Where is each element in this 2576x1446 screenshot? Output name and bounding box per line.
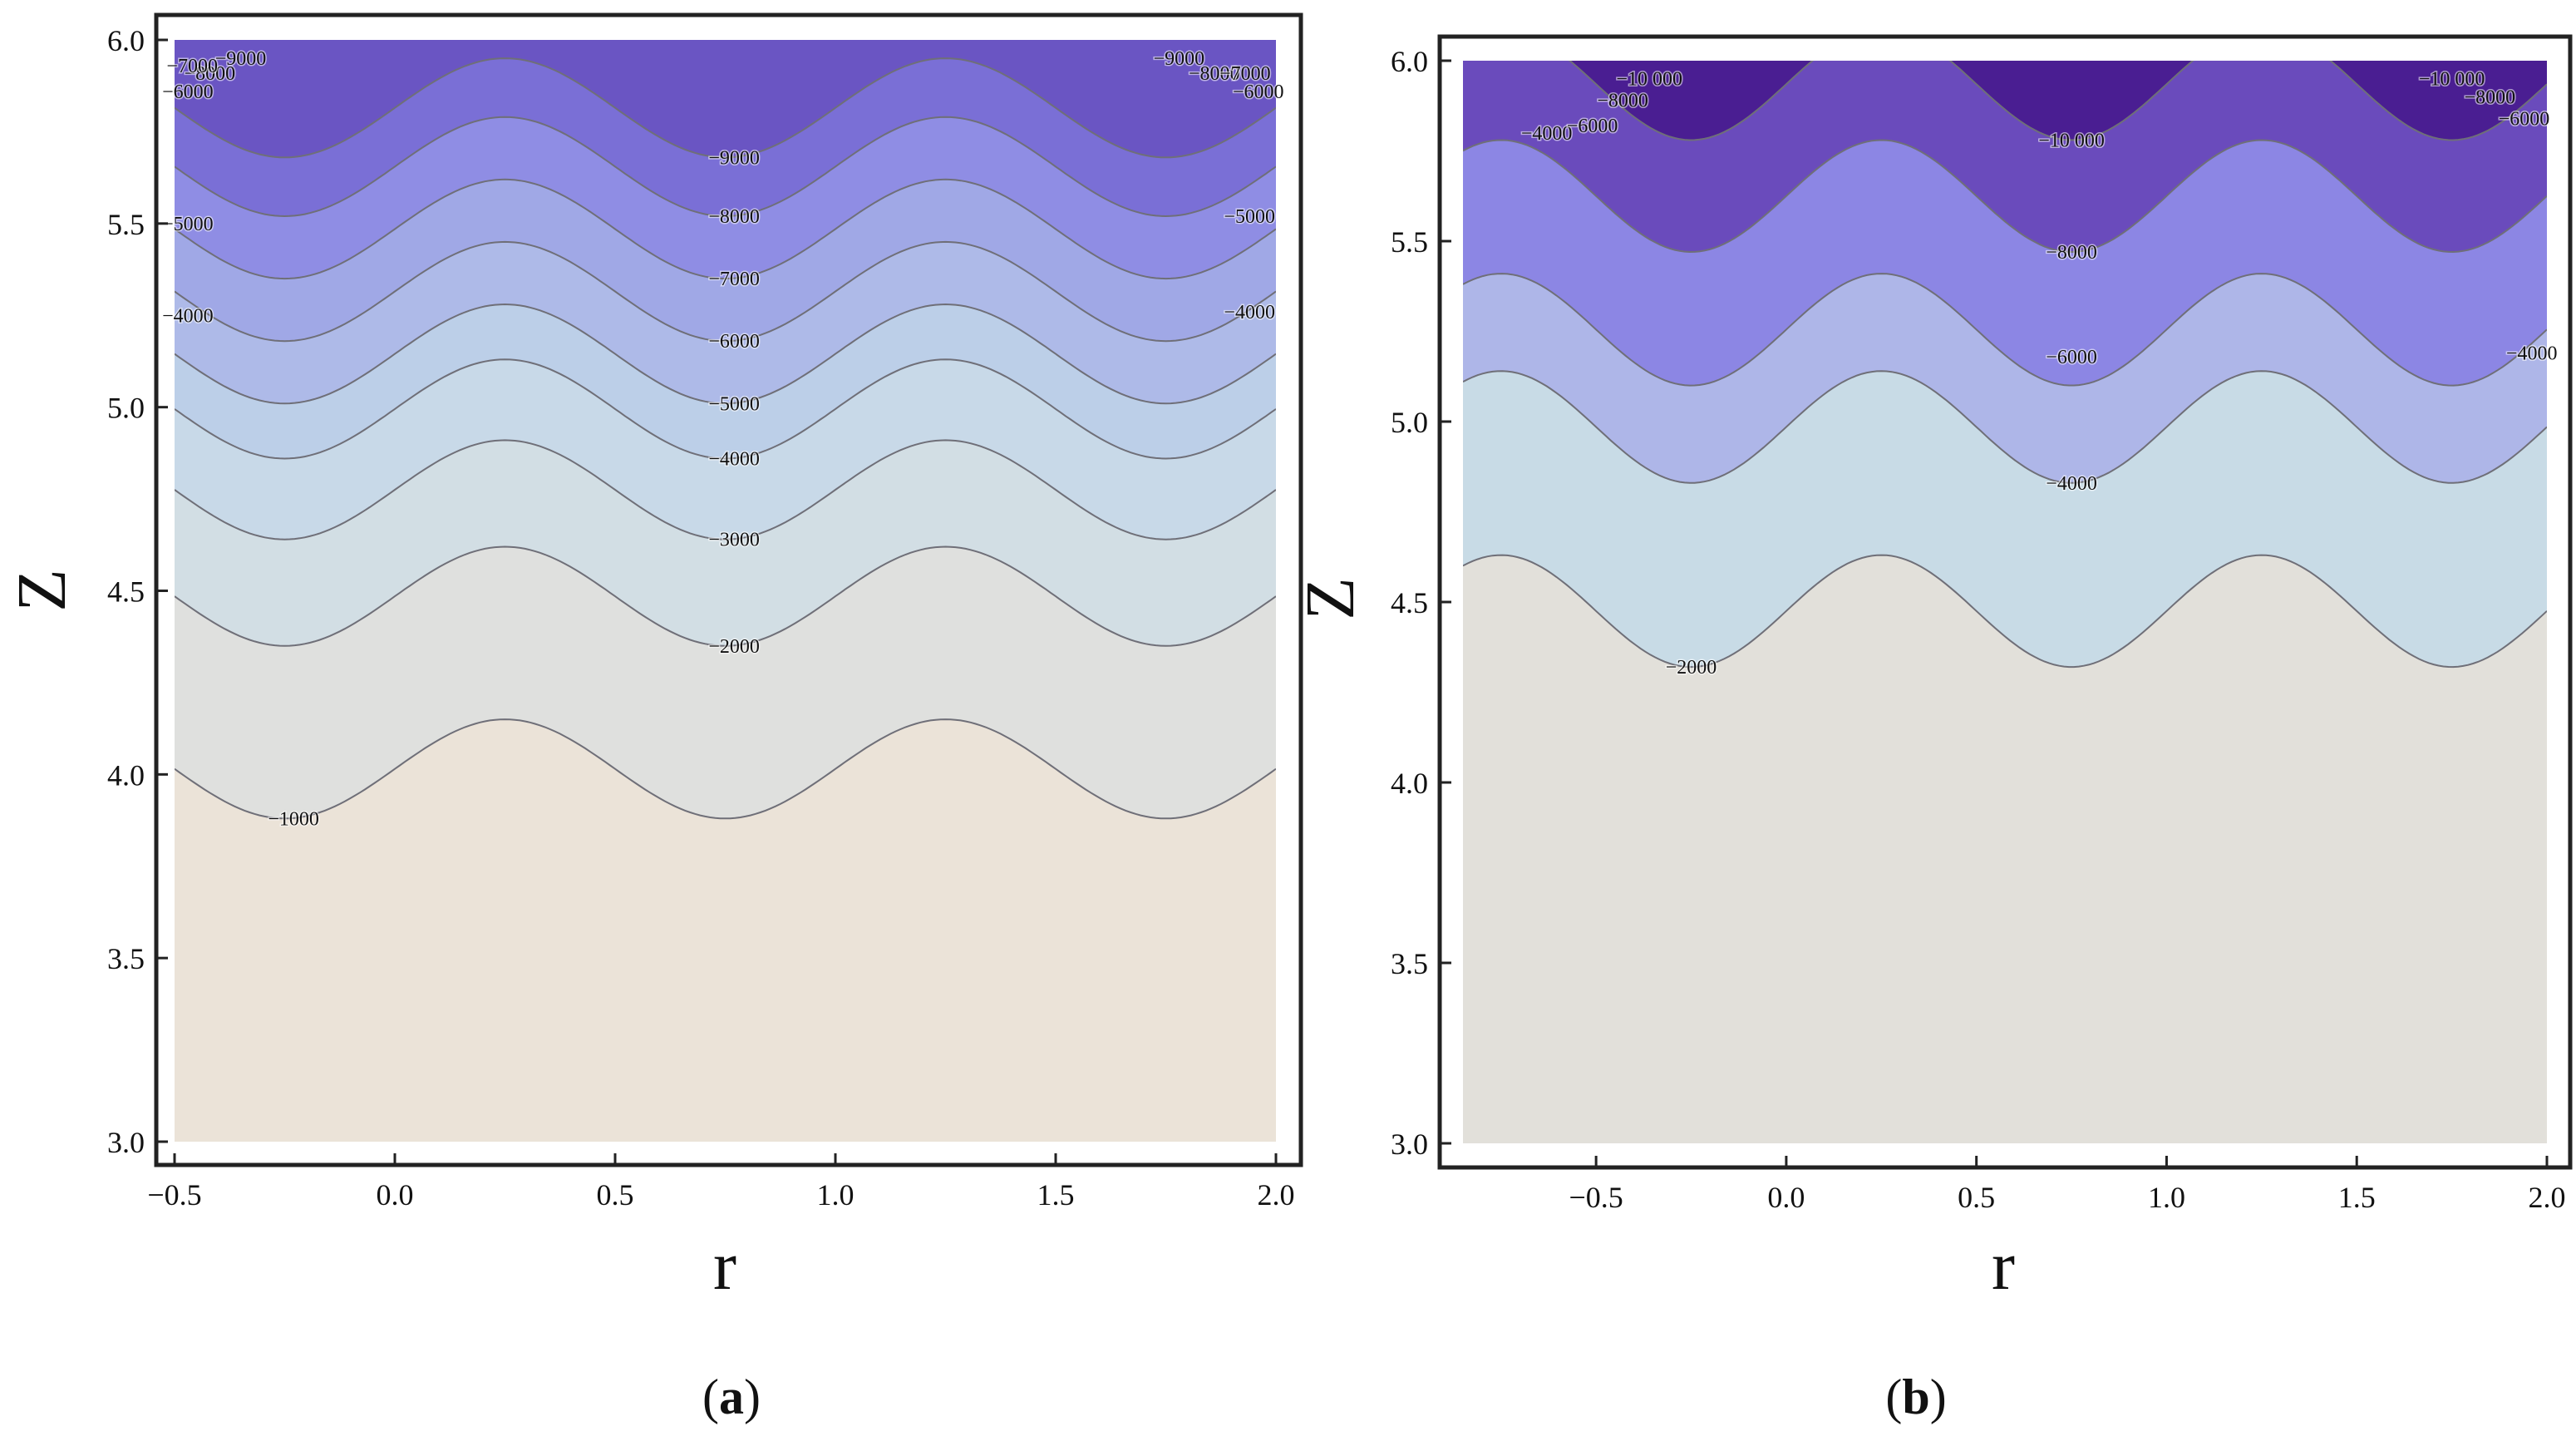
contour-line xyxy=(175,57,1276,159)
caption-a: (a) xyxy=(702,1370,761,1424)
contour-label: −4000 xyxy=(2506,343,2558,365)
x-tick-label: 2.0 xyxy=(1258,1178,1295,1212)
contour-label: −4000 xyxy=(162,305,214,327)
contour-plot-a: −1000−2000−3000−4000−5000−6000−7000−8000… xyxy=(3,12,1303,1424)
contour-line xyxy=(175,358,1276,460)
y-tick-label: 4.0 xyxy=(1391,767,1428,800)
y-tick-label: 5.0 xyxy=(1391,406,1428,439)
contour-line xyxy=(175,240,1276,343)
y-tick-label: 3.5 xyxy=(107,942,145,975)
contour-label: −5000 xyxy=(708,393,760,415)
contour-label: −6000 xyxy=(708,331,760,353)
x-axis-ticks-a: −0.5 0.0 0.5 1.0 1.5 2.0 xyxy=(147,1153,1295,1212)
contour-label: −9000 xyxy=(1154,48,1205,70)
contour-line xyxy=(175,303,1276,405)
contour-lines-b xyxy=(1463,61,2547,669)
contour-label: −6000 xyxy=(1233,81,1284,103)
contour-label: −2000 xyxy=(708,636,760,658)
contour-fills-b xyxy=(1463,61,2547,1143)
y-tick-label: 3.5 xyxy=(1391,947,1428,980)
contour-label: −6000 xyxy=(162,81,214,103)
contour-label: −6000 xyxy=(2046,347,2097,368)
contour-labels-b: −2000−4000−6000−8000−10 000−4000−6000−80… xyxy=(1519,67,2559,679)
contour-label: −8000 xyxy=(1189,63,1240,85)
contour-line xyxy=(1463,370,2547,484)
contour-label: −10 000 xyxy=(2038,130,2105,151)
y-tick-label: 6.0 xyxy=(107,24,145,57)
contour-label: −10 000 xyxy=(2419,69,2485,91)
contour-line xyxy=(1463,273,2547,387)
y-tick-label: 4.0 xyxy=(107,758,145,792)
caption-letter-a: a xyxy=(719,1370,744,1424)
caption-b: (b) xyxy=(1885,1370,1946,1424)
contour-label: −5000 xyxy=(162,214,214,235)
contour-label: −7000 xyxy=(1219,63,1271,85)
contour-label: −8000 xyxy=(2465,86,2516,108)
x-axis-title-b: r xyxy=(1992,1227,2015,1305)
contour-label: −1000 xyxy=(268,808,319,830)
x-tick-label: 0.0 xyxy=(1767,1181,1805,1214)
contour-label: −4000 xyxy=(1224,302,1275,323)
x-tick-label: 1.0 xyxy=(2148,1181,2185,1214)
contour-band xyxy=(1569,61,2547,141)
x-tick-label: 1.0 xyxy=(817,1178,855,1212)
contour-label: −9000 xyxy=(215,48,267,70)
contour-label: −4000 xyxy=(1521,123,1573,145)
y-tick-label: 6.0 xyxy=(1391,45,1428,78)
y-axis-ticks-b: 3.0 3.5 4.0 4.5 5.0 5.5 6.0 xyxy=(1391,45,1451,1161)
contour-label: −6000 xyxy=(1567,116,1618,137)
contour-label: −2000 xyxy=(1666,657,1717,679)
contour-line xyxy=(175,439,1276,540)
contour-label: −7000 xyxy=(708,269,760,290)
y-tick-label: 3.0 xyxy=(107,1126,145,1159)
contour-lines-a xyxy=(175,57,1276,820)
x-axis-title-a: r xyxy=(713,1227,736,1305)
y-tick-label: 5.0 xyxy=(107,392,145,425)
contour-label: −5000 xyxy=(1224,206,1275,228)
y-tick-label: 5.5 xyxy=(1391,225,1428,259)
contour-line xyxy=(175,178,1276,280)
y-tick-label: 4.5 xyxy=(107,575,145,609)
y-tick-label: 3.0 xyxy=(1391,1128,1428,1161)
contour-line xyxy=(175,718,1276,820)
contour-band xyxy=(175,40,1276,158)
contour-line xyxy=(175,116,1276,218)
contour-label: −8000 xyxy=(708,206,760,228)
x-tick-label: 0.5 xyxy=(1958,1181,1995,1214)
contour-line xyxy=(1569,61,2547,141)
x-tick-label: 0.0 xyxy=(377,1178,414,1212)
contour-label: −3000 xyxy=(708,530,760,551)
contour-label: −10 000 xyxy=(1616,69,1682,91)
caption-letter-b: b xyxy=(1902,1370,1929,1424)
y-axis-title-b: Z xyxy=(1292,577,1369,619)
x-tick-label: 0.5 xyxy=(597,1178,634,1212)
y-axis-ticks-a: 3.0 3.5 4.0 4.5 5.0 5.5 6.0 xyxy=(107,24,168,1159)
y-tick-label: 5.5 xyxy=(107,208,145,241)
contour-labels-a: −1000−2000−3000−4000−5000−6000−7000−8000… xyxy=(161,47,1285,832)
x-tick-label: 2.0 xyxy=(2529,1181,2566,1214)
contour-label: −9000 xyxy=(708,147,760,169)
contour-label: −8000 xyxy=(185,63,236,85)
x-tick-label: −0.5 xyxy=(1569,1181,1623,1214)
contour-line xyxy=(175,545,1276,647)
y-tick-label: 4.5 xyxy=(1391,586,1428,619)
contour-label: −7000 xyxy=(166,56,218,77)
contour-label: −4000 xyxy=(2046,473,2097,495)
x-tick-label: 1.5 xyxy=(2338,1181,2376,1214)
contour-label: −8000 xyxy=(2046,242,2097,264)
x-tick-label: −0.5 xyxy=(147,1178,201,1212)
contour-line xyxy=(1463,139,2547,254)
contour-line xyxy=(1463,554,2547,669)
contour-label: −8000 xyxy=(1597,91,1648,112)
x-axis-ticks-b: −0.5 0.0 0.5 1.0 1.5 2.0 xyxy=(1569,1156,2566,1214)
contour-label: −4000 xyxy=(708,449,760,471)
contour-label: −6000 xyxy=(2499,108,2550,130)
contour-plot-b: −2000−4000−6000−8000−10 000−4000−6000−80… xyxy=(1292,34,2573,1424)
x-tick-label: 1.5 xyxy=(1037,1178,1075,1212)
y-axis-title-a: Z xyxy=(3,569,81,611)
